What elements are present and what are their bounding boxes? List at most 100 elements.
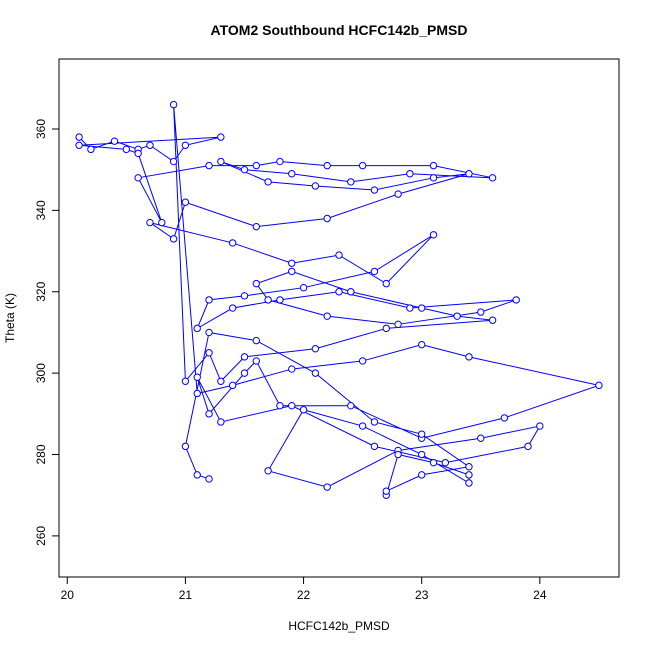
data-point [595,381,603,390]
y-tick-label: 320 [34,281,48,301]
data-point [240,369,249,377]
y-tick-label: 280 [34,444,48,464]
data-point [477,308,485,316]
data-point [465,479,473,487]
data-point [181,377,190,385]
data-point [87,145,95,154]
data-point [347,401,355,410]
data-point [465,463,473,471]
data-point [311,369,320,377]
data-point [240,292,249,300]
data-point [394,320,402,329]
data-point [429,161,438,170]
data-point [146,218,154,227]
x-tick-label: 22 [297,588,311,602]
data-point [394,190,402,198]
data-point [370,267,379,276]
data-point [75,141,83,149]
data-point [158,218,166,227]
data-point [347,178,355,186]
data-point [418,430,426,438]
data-point [217,133,225,141]
data-point [205,349,213,357]
x-axis-label: HCFC142b_PMSD [288,619,390,633]
data-point [370,186,379,194]
data-point [429,231,438,239]
data-point [394,450,402,459]
data-point [217,418,225,426]
data-point [205,410,213,418]
data-point [488,174,497,182]
data-point [205,296,213,304]
data-point [453,312,461,320]
data-point [465,471,473,479]
data-point [146,141,154,149]
data-point [323,312,331,320]
data-point [311,345,320,353]
data-point [512,296,520,304]
data-point [264,178,272,186]
data-point [169,235,178,243]
data-point [205,161,213,170]
data-point [181,141,190,149]
data-point [276,296,284,304]
data-point [382,279,390,288]
x-tick-label: 24 [533,588,547,602]
data-point [488,316,497,324]
data-point [358,422,367,430]
data-point [323,483,331,491]
x-tick-label: 21 [179,588,193,602]
data-point [276,401,284,410]
data-point [418,471,426,479]
data-point [299,406,308,414]
data-line [78,104,601,496]
data-point [193,471,201,479]
data-point [240,165,249,174]
data-point [311,182,320,190]
data-point [205,475,213,483]
y-axis-label: Theta (K) [3,293,17,343]
data-point [288,401,296,410]
data-point [465,170,473,178]
data-point [75,133,83,141]
data-point [217,157,225,166]
y-tick-label: 300 [34,363,48,383]
data-point [288,259,296,267]
data-point [134,149,142,158]
data-point [441,458,450,467]
data-point [335,251,343,259]
data-point [358,161,367,170]
data-point [347,288,355,296]
data-point [323,161,331,170]
data-point [169,157,178,166]
data-point [240,353,249,361]
data-point [429,174,438,182]
y-tick-label: 340 [34,200,48,220]
data-point [252,222,260,231]
data-point [382,324,390,333]
x-tick-label: 20 [61,588,75,602]
data-point [500,414,509,422]
data-point [264,296,272,304]
data-point [252,357,260,365]
data-point [382,487,390,495]
y-tick-label: 360 [34,119,48,139]
data-point [288,170,296,178]
data-point [228,381,237,390]
data-point [181,442,190,451]
data-point [122,145,131,154]
data-point [205,328,213,337]
data-point [110,137,119,145]
data-point [406,304,414,312]
data-point [169,100,178,109]
data-point [228,239,237,247]
y-tick-label: 260 [34,526,48,546]
data-point [418,304,426,312]
x-tick-label: 23 [415,588,429,602]
data-point [370,418,379,426]
data-point [264,467,272,475]
data-point [134,174,142,182]
chart-title: ATOM2 Southbound HCFC142b_PMSD [211,22,468,38]
data-point [252,336,260,345]
